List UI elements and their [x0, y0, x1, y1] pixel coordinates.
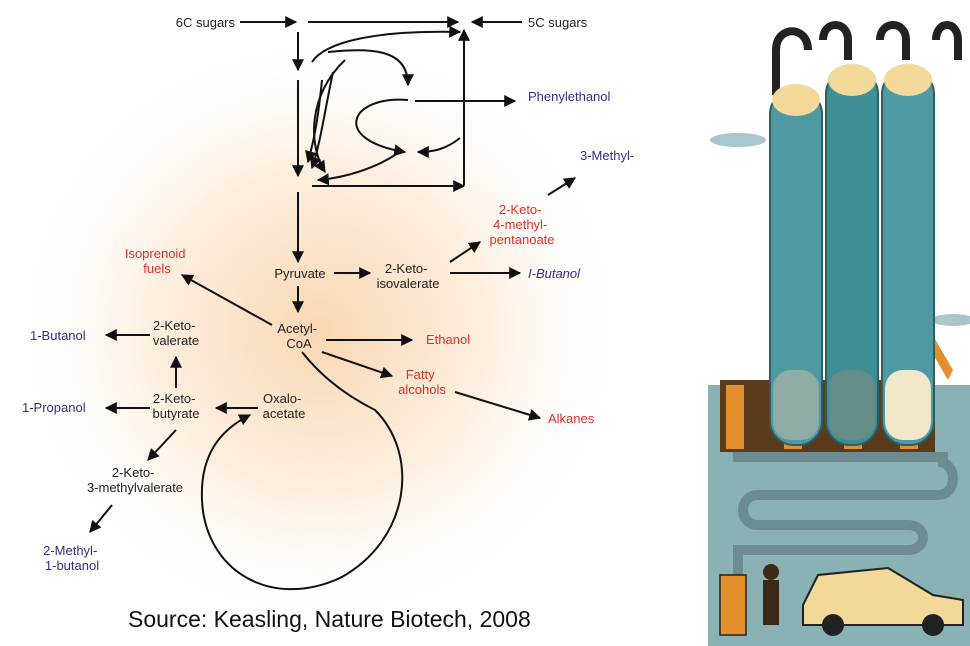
person — [763, 564, 779, 625]
label-2-keto-butyrate: 2-Keto- butyrate — [153, 391, 200, 421]
label-2-methyl-1-butanol: 2-Methyl- 1-butanol — [43, 543, 101, 573]
label-5c-sugars: 5C sugars — [528, 15, 588, 30]
label-pyruvate: Pyruvate — [274, 266, 325, 281]
label-2-keto-valerate: 2-Keto- valerate — [153, 318, 199, 348]
tca-cycle — [200, 351, 404, 591]
label-6c-sugars: 6C sugars — [176, 15, 236, 30]
label-isoprenoid-fuels: Isoprenoid fuels — [125, 246, 189, 276]
label-1-propanol: 1-Propanol — [22, 400, 86, 415]
bioreactor-tanks — [769, 21, 962, 446]
label-3-methyl: 3-Methyl- — [580, 148, 634, 163]
label-2-keto-3-methylvalerate: 2-Keto- 3-methylvalerate — [87, 465, 183, 495]
background-glow — [10, 30, 630, 630]
pentose-network — [292, 25, 517, 192]
label-phenylethanol: Phenylethanol — [528, 89, 611, 104]
label-acetyl-coa: Acetyl- CoA — [277, 321, 320, 351]
label-oxaloacetate: Oxalo- acetate — [263, 391, 306, 421]
label-1-butanol: 1-Butanol — [30, 328, 86, 343]
label-i-butanol: I-Butanol — [528, 266, 581, 281]
label-alkanes: Alkanes — [548, 411, 595, 426]
label-2-keto-4-methylpentanoate: 2-Keto- 4-methyl- pentanoate — [489, 202, 554, 247]
biofuel-illustration — [708, 20, 970, 646]
pipes — [733, 452, 958, 620]
fuel-pump — [719, 574, 747, 636]
label-2-keto-isovalerate: 2-Keto- isovalerate — [377, 261, 440, 291]
main-pathway-arrows — [89, 177, 577, 533]
label-ethanol: Ethanol — [426, 332, 470, 347]
biofuel-pathway-diagram: 6C sugars 5C sugars Phenylethanol 3-Meth… — [10, 15, 634, 630]
cloud — [931, 314, 970, 326]
source-citation: Source: Keasling, Nature Biotech, 2008 — [128, 606, 531, 632]
cloud — [710, 133, 766, 147]
car — [802, 566, 964, 636]
label-fatty-alcohols: Fatty alcohols — [398, 367, 446, 397]
